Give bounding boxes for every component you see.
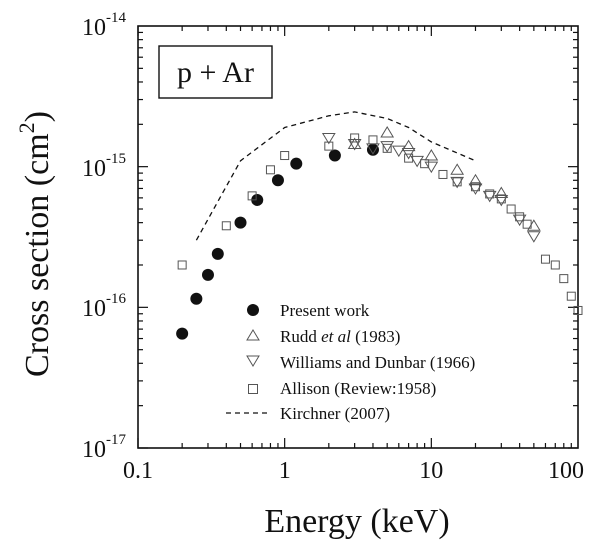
legend-item-present-work: Present work [247, 301, 370, 320]
point-allison [470, 182, 480, 192]
point-allison [522, 219, 532, 229]
point-allison [324, 141, 334, 151]
point-present-work [366, 143, 379, 156]
legend-item-williams-dunbar: Williams and Dunbar (1966) [246, 353, 475, 372]
legend-label-present-work: Present work [280, 301, 370, 320]
x-tick-label-0: 0.1 [123, 458, 153, 484]
legend-label-kirchner: Kirchner (2007) [280, 404, 390, 423]
point-rudd [468, 173, 483, 186]
point-rudd [380, 126, 395, 138]
point-present-work [201, 268, 214, 281]
y-axis-label: Cross section (cm2) [14, 111, 56, 377]
point-williams-dunbar [494, 194, 509, 207]
point-allison [350, 133, 360, 143]
point-allison [420, 159, 430, 169]
point-rudd [450, 163, 465, 175]
point-williams-dunbar [468, 183, 483, 195]
x-tick-labels: 0.1 1 10 100 [123, 458, 584, 484]
point-allison [177, 260, 187, 270]
legend-label-rudd: Rudd et al (1983) [280, 327, 400, 346]
ticks-layer [137, 26, 578, 449]
point-allison [559, 274, 569, 284]
point-williams-dunbar [380, 141, 395, 153]
point-williams-dunbar [526, 231, 541, 243]
point-allison [515, 212, 525, 222]
point-williams-dunbar [401, 148, 416, 160]
y-tick-label-0: 10-17 [82, 432, 126, 463]
point-rudd [401, 139, 416, 152]
point-allison [550, 260, 560, 270]
point-allison [368, 135, 378, 145]
legend-marker-triangle-down [246, 355, 260, 367]
point-allison [221, 221, 231, 231]
legend-marker-filled-circle [247, 304, 259, 316]
legend-marker-triangle-up [246, 329, 260, 341]
annotation-box: p + Ar [158, 45, 273, 99]
y-tick-labels: 10-17 10-16 10-15 10-14 [82, 10, 126, 463]
point-allison [452, 177, 462, 187]
point-present-work [234, 216, 247, 229]
point-present-work [271, 174, 284, 187]
point-rudd [494, 186, 509, 198]
point-rudd [347, 137, 362, 149]
markers-layer [176, 126, 583, 340]
point-present-work [211, 247, 224, 260]
legend-label-williams-dunbar: Williams and Dunbar (1966) [280, 353, 475, 372]
kirchner-layer [195, 111, 476, 241]
point-allison [566, 291, 576, 301]
series-line-kirchner [195, 111, 476, 241]
point-present-work [176, 327, 189, 340]
point-rudd [424, 149, 439, 161]
point-allison [382, 143, 392, 153]
legend-label-allison: Allison (Review:1958) [280, 379, 436, 398]
point-williams-dunbar [450, 176, 465, 189]
plot-frame [137, 25, 579, 449]
point-allison [485, 189, 495, 199]
point-allison [496, 194, 506, 204]
x-axis-label: Energy (keV) [264, 503, 449, 540]
point-allison [540, 254, 550, 264]
point-rudd [526, 219, 541, 231]
x-tick-label-1: 1 [279, 458, 291, 484]
point-williams-dunbar [321, 132, 336, 145]
point-williams-dunbar [482, 190, 497, 203]
legend-item-allison: Allison (Review:1958) [248, 379, 436, 398]
point-allison [404, 153, 414, 163]
x-tick-label-2: 10 [419, 458, 443, 484]
point-allison [247, 191, 257, 201]
point-williams-dunbar [512, 214, 527, 227]
point-williams-dunbar [347, 138, 362, 151]
legend: Present work Rudd et al (1983) Williams … [226, 301, 475, 423]
x-tick-label-3: 100 [548, 458, 584, 484]
legend-item-kirchner: Kirchner (2007) [226, 404, 390, 423]
point-allison [506, 204, 516, 214]
point-allison [265, 165, 275, 175]
point-allison [573, 305, 583, 315]
point-williams-dunbar [410, 155, 425, 168]
point-present-work [290, 157, 303, 170]
point-present-work [251, 193, 264, 206]
y-tick-label-3: 10-14 [82, 10, 126, 41]
point-williams-dunbar [391, 145, 406, 158]
point-present-work [190, 292, 203, 305]
point-williams-dunbar [424, 161, 439, 174]
legend-marker-open-square [248, 384, 258, 394]
legend-item-rudd: Rudd et al (1983) [246, 327, 400, 346]
y-tick-label-2: 10-15 [82, 151, 126, 182]
y-tick-label-1: 10-16 [82, 291, 126, 322]
point-allison [280, 151, 290, 161]
point-present-work [328, 149, 341, 162]
point-allison [438, 169, 448, 179]
annotation-label: p + Ar [177, 56, 254, 89]
